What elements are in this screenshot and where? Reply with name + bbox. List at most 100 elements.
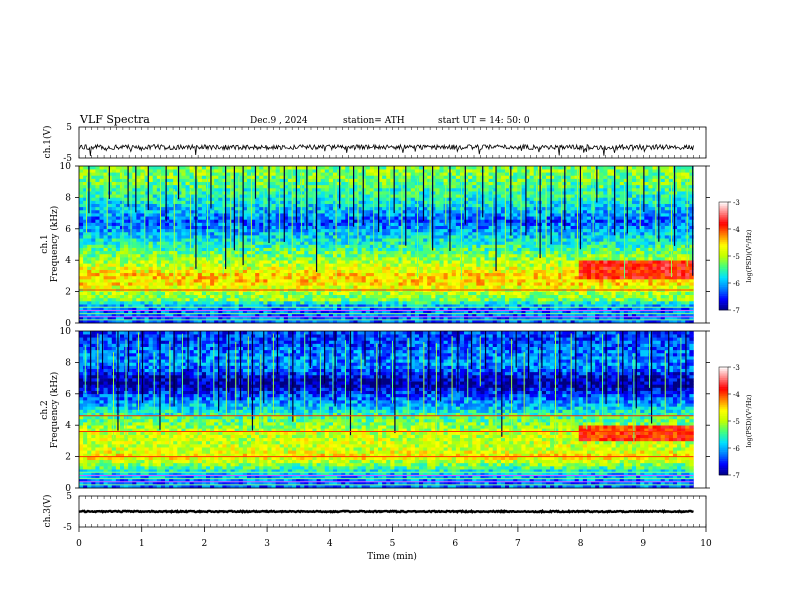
spectrogram-cell: [443, 266, 448, 270]
spectrogram-cell: [369, 291, 375, 296]
spectrogram-cell: [210, 310, 215, 314]
spectrogram-cell: [201, 253, 207, 258]
spectrogram-cell: [119, 307, 125, 311]
spectrogram-cell: [419, 231, 424, 236]
spectrogram-cell: [234, 266, 240, 270]
spectrogram-cell: [357, 294, 362, 299]
spectrogram-cell: [484, 316, 489, 321]
spectrogram-cell: [238, 222, 244, 226]
spectrogram-cell: [332, 307, 338, 311]
spectrogram-cell: [283, 222, 289, 226]
spectrogram-cell: [177, 319, 182, 324]
spectrogram-cell: [390, 225, 395, 230]
spectrogram-cell: [255, 194, 260, 198]
spectrogram-cell: [173, 178, 178, 182]
spectrogram-cell: [332, 209, 338, 214]
spectrogram-cell: [91, 225, 96, 230]
spectrogram-cell: [246, 297, 252, 302]
spectrogram-cell: [124, 197, 129, 201]
spectrogram-cell: [439, 216, 444, 220]
spectrogram-cell: [472, 169, 477, 173]
spectrogram-cell: [177, 294, 182, 299]
spectrogram-cell: [337, 301, 342, 305]
spectrogram-cell: [205, 319, 211, 324]
spectrogram-cell: [267, 206, 272, 211]
spectrogram-cell: [128, 213, 133, 217]
spectrogram-cell: [468, 191, 473, 195]
spectrogram-cell: [300, 197, 305, 201]
spectrogram-cell: [91, 272, 96, 277]
spectrogram-cell: [373, 301, 379, 305]
spectrogram-cell: [451, 269, 457, 274]
spectrogram-cell: [349, 235, 354, 239]
spectrogram-cell: [308, 279, 313, 283]
spectrogram-cell: [181, 197, 186, 201]
spectrogram-cell: [283, 310, 289, 314]
spectrogram-cell: [169, 263, 174, 267]
spectrogram-cell: [160, 257, 166, 261]
spectrogram-cell: [464, 206, 469, 211]
spectrogram-cell: [132, 250, 137, 255]
spectrogram-cell: [431, 222, 436, 226]
spectrogram-cell: [210, 213, 215, 217]
spectrogram-cell: [328, 307, 334, 311]
spectrogram-cell: [320, 175, 326, 179]
spectrogram-cell: [468, 272, 473, 277]
spectrogram-cell: [386, 266, 391, 270]
spectrogram-cell: [394, 310, 399, 314]
spectrogram-cell: [439, 247, 444, 252]
spectrogram-cell: [79, 257, 84, 261]
spectrogram-cell: [382, 231, 387, 236]
spectrogram-cell: [394, 319, 399, 324]
spectrogram-cell: [119, 279, 125, 283]
spectrogram-cell: [144, 319, 149, 324]
spectrogram-cell: [292, 209, 297, 214]
spectrogram-cell: [263, 275, 268, 280]
spectrogram-cell: [107, 206, 113, 211]
spectrogram-cell: [185, 197, 190, 201]
spectrogram-cell: [91, 216, 96, 220]
spectrogram-cell: [238, 169, 244, 173]
spectrogram-cell: [91, 250, 96, 255]
spectrogram-cell: [394, 279, 399, 283]
spectrogram-cell: [234, 172, 240, 176]
spectrogram-cell: [349, 219, 354, 223]
spectrogram-cell: [148, 213, 154, 217]
spectrogram-cell: [79, 282, 84, 286]
spectrogram-cell: [292, 319, 297, 324]
spectrogram-cell: [414, 279, 420, 283]
spectrogram-cell: [435, 307, 440, 311]
spectrogram-cell: [136, 285, 141, 289]
spectrogram-cell: [251, 219, 256, 223]
spectrogram-cell: [304, 310, 309, 314]
spectrogram-cell: [160, 272, 166, 277]
spectrogram-cell: [169, 257, 174, 261]
spectrogram-cell: [300, 241, 305, 245]
spectrogram-cell: [455, 175, 461, 179]
spectrogram-cell: [169, 307, 174, 311]
spectrogram-cell: [308, 310, 313, 314]
spectrogram-cell: [173, 194, 178, 198]
spectrogram-cell: [283, 169, 289, 173]
spectrogram-cell: [271, 235, 276, 239]
spectrogram-cell: [128, 279, 133, 283]
spectrogram-cell: [365, 294, 371, 299]
spectrogram-cell: [205, 184, 211, 189]
spectrogram-cell: [271, 184, 276, 189]
spectrogram-cell: [222, 169, 227, 173]
spectrogram-cell: [99, 266, 104, 270]
spectrogram-cell: [312, 253, 317, 258]
spectrogram-cell: [210, 216, 215, 220]
spectrogram-cell: [136, 291, 141, 296]
spectrogram-cell: [95, 225, 100, 230]
spectrogram-cell: [394, 313, 399, 318]
spectrogram-cell: [205, 203, 211, 208]
spectrogram-cell: [246, 307, 252, 311]
spectrogram-cell: [152, 282, 158, 286]
spectrogram-cell: [226, 282, 231, 286]
start-ut-label: start UT = 14: 50: 0: [438, 116, 530, 126]
spectrogram-cell: [251, 222, 256, 226]
spectrogram-cell: [107, 269, 113, 274]
spectrogram-cell: [119, 260, 125, 264]
spectrogram-cell: [316, 247, 321, 252]
